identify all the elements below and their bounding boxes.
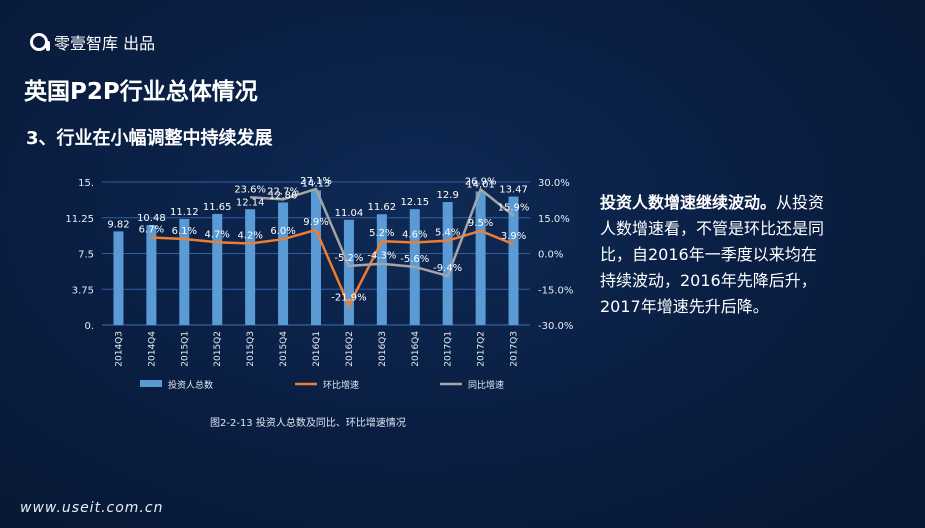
legend-label: 环比增速 — [323, 379, 359, 391]
bar — [245, 209, 256, 325]
y-left-tick-label: 0. — [84, 321, 94, 332]
bar-data-label: 11.65 — [203, 202, 232, 213]
bar — [212, 213, 223, 325]
mom-data-label: 5.4% — [435, 228, 460, 239]
x-tick-label: 2016Q3 — [378, 331, 388, 367]
mom-data-label: 3.9% — [501, 231, 526, 242]
page-subtitle: 3、行业在小幅调整中持续发展 — [26, 128, 273, 149]
page-title: 英国P2P行业总体情况 — [24, 79, 258, 105]
brand-text: 零壹智库 出品 — [54, 34, 156, 53]
bar-data-label: 11.62 — [368, 202, 397, 213]
mom-data-label: 9.5% — [468, 218, 493, 229]
yoy-data-label: -4.3% — [367, 251, 396, 262]
bar-data-label: 12.15 — [400, 197, 429, 208]
x-tick-label: 2015Q1 — [180, 331, 190, 367]
y-right-tick-label: -15.0% — [538, 285, 573, 296]
yoy-growth-line — [250, 187, 515, 278]
mom-data-label: 6.7% — [139, 225, 164, 236]
bar — [179, 218, 190, 325]
description-bold: 投资人数增速继续波动。 — [600, 193, 777, 212]
yoy-data-label: 23.6% — [234, 184, 266, 195]
bar-data-label: 12.14 — [236, 197, 265, 208]
legend-label: 投资人总数 — [168, 379, 213, 391]
mom-data-label: 4.6% — [402, 230, 427, 241]
bar-data-label: 9.82 — [107, 219, 129, 230]
x-tick-label: 2015Q4 — [279, 331, 289, 367]
yoy-data-label: -9.4% — [433, 263, 462, 274]
mom-data-label: 4.2% — [237, 230, 262, 241]
bar-data-label: 14.13 — [302, 178, 331, 189]
bar — [475, 191, 486, 325]
y-left-tick-label: 3.75 — [72, 285, 94, 296]
bar — [113, 231, 124, 325]
x-tick-label: 2017Q1 — [444, 331, 454, 367]
bar-data-label: 12.9 — [437, 190, 459, 201]
bar — [311, 190, 321, 325]
bar — [146, 225, 157, 325]
footer-url: www.useit.com.cn — [20, 500, 164, 516]
legend-swatch — [140, 380, 162, 387]
y-left-tick-label: 11.25 — [65, 214, 94, 225]
bar — [442, 202, 453, 325]
bar-data-label: 10.48 — [137, 213, 166, 224]
mom-data-label: 5.2% — [369, 228, 394, 239]
chart: 15. 11.25 7.5 3.75 0. 30.0% 15.0% 0.0% -15.0% -30… — [65, 176, 573, 391]
bar-data-label: 13.47 — [499, 185, 528, 196]
x-tick-label: 2017Q2 — [477, 331, 487, 367]
yoy-data-label: 22.7% — [267, 186, 299, 197]
x-tick-label: 2016Q2 — [345, 331, 355, 367]
yoy-data-label: -5.2% — [334, 253, 363, 264]
mom-data-label: 4.7% — [205, 229, 230, 240]
x-tick-label: 2017Q3 — [510, 331, 520, 367]
bar-data-label: 11.12 — [170, 207, 199, 218]
bar-data-label: 14.01 — [466, 179, 495, 190]
y-right-tick-label: -30.0% — [538, 321, 573, 332]
yoy-data-label: 26.9% — [465, 176, 497, 187]
mom-data-label: 6.1% — [172, 226, 197, 237]
y-right-tick-label: 0.0% — [538, 250, 563, 261]
bar-data-label: 12.86 — [269, 190, 298, 201]
y-left-tick-label: 7.5 — [78, 250, 94, 261]
x-tick-label: 2015Q2 — [213, 331, 223, 367]
mom-growth-line — [151, 228, 515, 309]
x-tick-label: 2015Q3 — [246, 331, 256, 367]
yoy-data-label: 27.1% — [300, 176, 332, 187]
x-tick-label: 2016Q4 — [411, 331, 421, 367]
mom-data-label: 6.0% — [270, 226, 295, 237]
y-right-tick-label: 15.0% — [538, 214, 570, 225]
x-tick-label: 2014Q3 — [114, 331, 124, 367]
legend-label: 同比增速 — [468, 379, 504, 391]
bar — [278, 202, 289, 325]
yoy-data-label: 15.9% — [498, 203, 530, 214]
chart-caption: 图2-2-13 投资人总数及同比、环比增速情况 — [210, 418, 406, 429]
description: 投资人数增速继续波动。从投资人数增速看，不管是环比还是同比，自2016年一季度以… — [600, 190, 830, 320]
brand-logo: 零壹智库 出品 — [30, 30, 155, 54]
bar-data-label: 11.04 — [335, 208, 364, 219]
mom-data-label: 9.9% — [303, 217, 328, 228]
y-right-tick-label: 30.0% — [538, 178, 570, 189]
description-text: 从投资人数增速看，不管是环比还是同比，自2016年一季度以来均在持续波动，201… — [600, 193, 825, 316]
y-left-tick-label: 15. — [78, 178, 94, 189]
bar — [508, 196, 519, 325]
yoy-data-label: -5.6% — [400, 254, 429, 265]
bar — [376, 214, 387, 325]
bar — [343, 219, 354, 325]
x-tick-label: 2014Q4 — [147, 331, 157, 367]
logo-icon — [30, 33, 50, 51]
mom-data-label: -21.9% — [331, 293, 366, 304]
x-tick-label: 2016Q1 — [312, 331, 322, 367]
